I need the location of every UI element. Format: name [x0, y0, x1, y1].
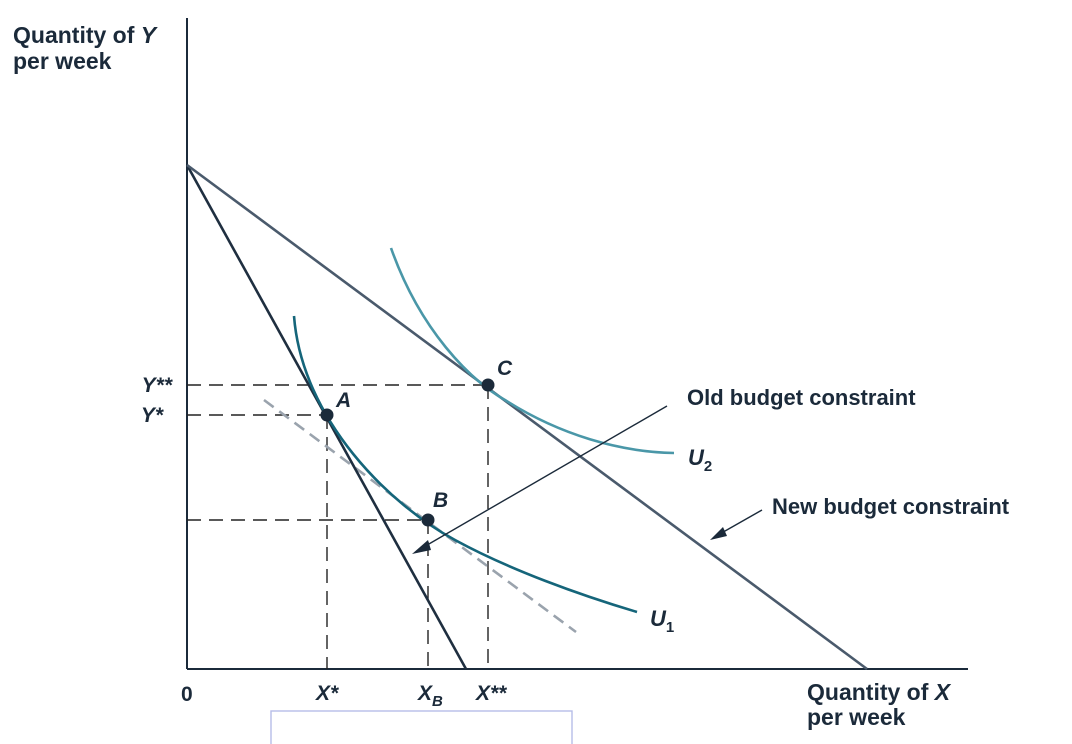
x-axis-title: Quantity of X: [807, 679, 952, 705]
new-budget-line: [186, 163, 868, 671]
point-b: [421, 513, 435, 527]
new-budget-arrow-head: [710, 527, 727, 540]
point-a-label: A: [335, 389, 351, 412]
y-star-label: Y*: [141, 404, 164, 427]
u2-label: U2: [688, 445, 712, 475]
u1-curve: [292, 315, 638, 614]
new-budget-arrow-line: [717, 509, 763, 536]
origin-label: 0: [181, 683, 193, 706]
x-axis-title-line2: per week: [807, 704, 906, 730]
point-c-label: C: [497, 357, 513, 380]
point-c: [481, 378, 495, 392]
point-b-label: B: [433, 489, 448, 512]
x-dstar-label: X**: [475, 682, 507, 705]
y-axis-title-line2: per week: [13, 48, 112, 74]
bottom-frame: [270, 710, 573, 744]
u1-label: U1: [650, 606, 674, 636]
x-b-label: XB: [417, 682, 443, 710]
old-budget-annotation: Old budget constraint: [687, 385, 916, 410]
x-star-label: X*: [315, 682, 339, 705]
old-budget-arrow-line: [421, 405, 668, 549]
new-budget-annotation: New budget constraint: [772, 494, 1010, 519]
y-dstar-label: Y**: [142, 374, 173, 397]
u2-curve: [389, 247, 675, 455]
compensated-budget-line: [263, 398, 577, 634]
y-axis-title: Quantity of Y: [13, 22, 159, 48]
old-budget-arrow-head: [412, 540, 431, 554]
point-a: [320, 408, 334, 422]
